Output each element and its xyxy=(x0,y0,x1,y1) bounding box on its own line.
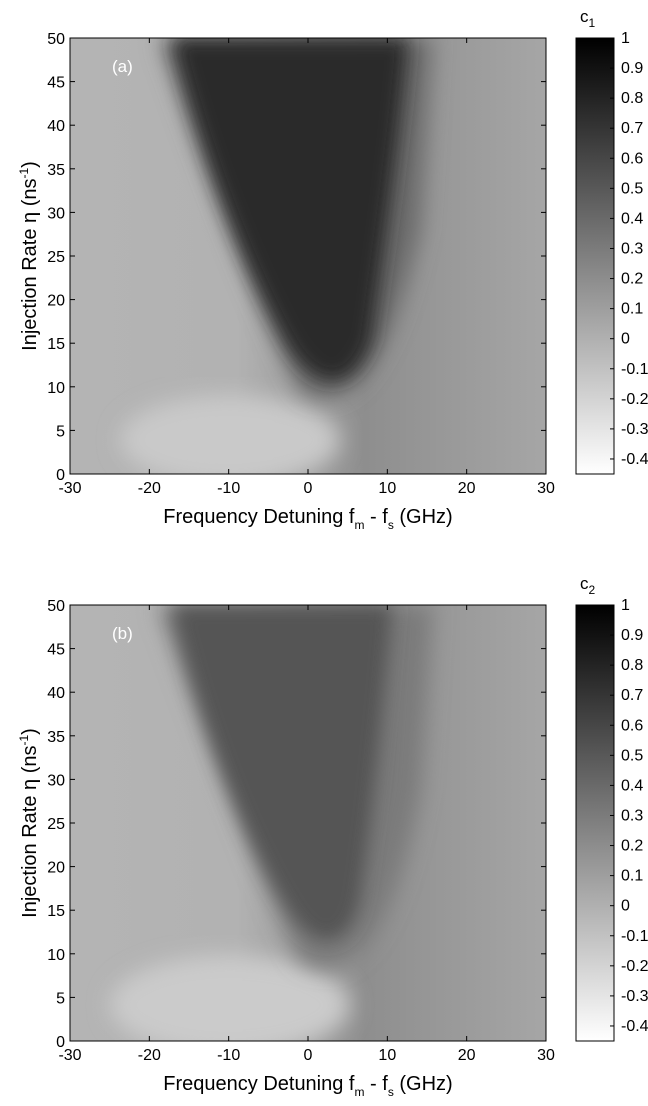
x-tick-label: 0 xyxy=(304,1047,313,1064)
y-tick-label: 10 xyxy=(47,947,65,964)
colorbar-tick-label: 0.2 xyxy=(621,838,643,855)
panel-b: (b) -30 -20 -10 0 10 20 3005101520253035404550… xyxy=(17,574,648,1099)
heatmap-dark-region-b xyxy=(172,605,392,941)
colorbar-tick-label: -0.4 xyxy=(621,451,648,468)
panel-a: (a) -30 -20 -10 0 10 20 3005101520253035404550… xyxy=(17,7,648,532)
colorbar-tick-label: -0.1 xyxy=(621,361,648,378)
y-tick-label: 35 xyxy=(47,729,65,746)
colorbar-tick-label: 0.7 xyxy=(621,120,643,137)
colorbar-tick-label: 0.3 xyxy=(621,807,643,824)
x-tick-label: 30 xyxy=(537,1047,555,1064)
y-tick-label: 10 xyxy=(47,380,65,397)
colorbar-tick-label: 0.6 xyxy=(621,150,643,167)
x-axis-label-a: Frequency Detuning fm - fs (GHz) xyxy=(163,506,452,532)
colorbar-tick-label: 0.9 xyxy=(621,60,643,77)
y-tick-label: 5 xyxy=(56,990,65,1007)
colorbar-tick-label: -0.4 xyxy=(621,1018,648,1035)
y-tick-label: 40 xyxy=(47,685,65,702)
y-tick-label: 25 xyxy=(47,249,65,266)
colorbar-tick-label: -0.3 xyxy=(621,421,648,438)
colorbar-tick-label: 0.5 xyxy=(621,180,643,197)
x-tick-label: 20 xyxy=(458,1047,476,1064)
x-tick-label: -30 xyxy=(58,1047,81,1064)
y-tick-label: 5 xyxy=(56,423,65,440)
colorbar-title-a: c1 xyxy=(580,7,596,30)
heatmap-light-basin-b xyxy=(110,955,350,1041)
colorbar-tick-label: 0.6 xyxy=(621,717,643,734)
heatmap-light-basin-a xyxy=(120,395,340,474)
colorbar-tick-label: 1 xyxy=(621,597,630,614)
x-tick-label: 10 xyxy=(378,480,396,497)
x-tick-label: -10 xyxy=(217,1047,240,1064)
y-tick-label: 45 xyxy=(47,75,65,92)
colorbar-tick-label: -0.3 xyxy=(621,988,648,1005)
heatmap-field-b xyxy=(70,605,546,1041)
colorbar-ticks-b: 1 0.9 0.8 0.7 0.6 0.5 0.4 0.3 0.2 0.1 0 -0.1 -0.2 -0.… xyxy=(610,597,648,1035)
y-tick-label: 20 xyxy=(47,860,65,877)
colorbar-tick-label: 0 xyxy=(621,331,630,348)
colorbar-ticks-a: 1 0.9 0.8 0.7 0.6 0.5 0.4 0.3 0.2 0.1 0 -0.1 -0.2 -0.… xyxy=(610,30,648,468)
colorbar-tick-label: 0 xyxy=(621,898,630,915)
colorbar-tick-label: 0.1 xyxy=(621,301,643,318)
y-tick-label: 30 xyxy=(47,772,65,789)
x-tick-label: -10 xyxy=(217,480,240,497)
colorbar-tick-label: 0.8 xyxy=(621,657,643,674)
y-tick-label: 45 xyxy=(47,642,65,659)
colorbar-a xyxy=(575,37,615,475)
y-tick-label: 30 xyxy=(47,205,65,222)
panel-label-a: (a) xyxy=(112,57,133,76)
y-tick-label: 15 xyxy=(47,903,65,920)
y-tick-label: 0 xyxy=(56,1034,65,1051)
x-tick-label: 20 xyxy=(458,480,476,497)
y-axis-label-b: Injection Rate η (ns-1) xyxy=(17,728,41,918)
heatmap-dark-region-a xyxy=(172,38,408,381)
x-tick-label: 0 xyxy=(304,480,313,497)
colorbar-tick-label: 0.4 xyxy=(621,210,643,227)
colorbar-tick-label: 0.5 xyxy=(621,747,643,764)
y-tick-label: 50 xyxy=(47,31,65,48)
colorbar-tick-label: 0.7 xyxy=(621,687,643,704)
y-tick-label: 25 xyxy=(47,816,65,833)
colorbar-title-b: c2 xyxy=(580,574,596,597)
colorbar-tick-label: 0.3 xyxy=(621,240,643,257)
y-tick-label: 35 xyxy=(47,162,65,179)
heatmap-field-a xyxy=(70,38,546,474)
y-axis-label-a: Injection Rate η (ns-1) xyxy=(17,161,41,351)
colorbar-tick-label: 0.2 xyxy=(621,271,643,288)
x-axis-label-b: Frequency Detuning fm - fs (GHz) xyxy=(163,1073,452,1099)
colorbar-tick-label: 0.4 xyxy=(621,777,643,794)
colorbar-tick-label: 0.1 xyxy=(621,868,643,885)
x-tick-label: -20 xyxy=(138,480,161,497)
panel-label-b: (b) xyxy=(112,624,133,643)
x-tick-label: 10 xyxy=(378,1047,396,1064)
colorbar-tick-label: -0.1 xyxy=(621,928,648,945)
x-tick-label: 30 xyxy=(537,480,555,497)
colorbar-tick-label: -0.2 xyxy=(621,391,648,408)
colorbar-b xyxy=(575,604,615,1042)
colorbar-tick-label: 0.8 xyxy=(621,90,643,107)
x-tick-label: -20 xyxy=(138,1047,161,1064)
y-tick-label: 40 xyxy=(47,118,65,135)
ticks-b: -30 -20 -10 0 10 20 30 0 5 10 15 20 25 30 35 40 45 50 xyxy=(47,598,555,1064)
y-tick-label: 15 xyxy=(47,336,65,353)
colorbar-tick-label: 1 xyxy=(621,30,630,47)
ticks-a: -30 -20 -10 0 10 20 30 0 5 10 15 20 25 30 35 40 45 50 xyxy=(47,31,555,497)
y-tick-label: 20 xyxy=(47,293,65,310)
colorbar-tick-label: 0.9 xyxy=(621,627,643,644)
x-tick-label: -30 xyxy=(58,480,81,497)
y-tick-label: 50 xyxy=(47,598,65,615)
y-tick-label: 0 xyxy=(56,467,65,484)
colorbar-tick-label: -0.2 xyxy=(621,958,648,975)
